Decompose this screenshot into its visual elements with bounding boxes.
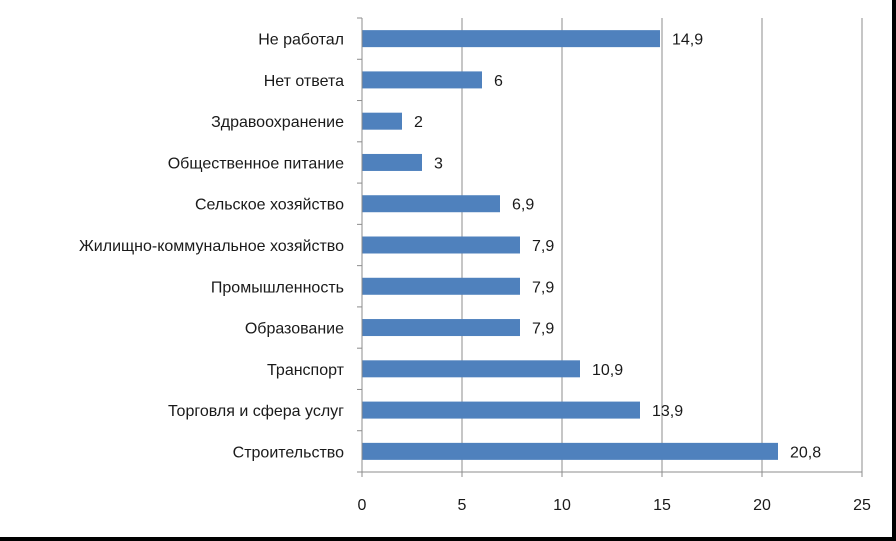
x-tick-label: 20 [753, 497, 771, 514]
value-label: 7,9 [532, 238, 554, 255]
labels: 0 5 10 15 20 25 Не работал 14,9 Нет ответа 6 Здрав… [79, 32, 871, 514]
value-label: 13,9 [652, 403, 683, 420]
x-tick-label: 10 [553, 497, 571, 514]
gridlines [461, 18, 863, 472]
category-label: Строительство [233, 444, 344, 461]
bar-5 [362, 236, 520, 254]
category-label: Сельское хозяйство [195, 197, 344, 214]
category-label: Нет ответа [264, 73, 344, 90]
category-label: Транспорт [267, 362, 345, 379]
bar-10 [362, 442, 778, 460]
x-tick-label: 15 [653, 497, 671, 514]
category-label: Торговля и сфера услуг [168, 403, 344, 420]
category-label: Не работал [258, 32, 344, 49]
value-label: 7,9 [532, 321, 554, 338]
category-label: Жилищно-коммунальное хозяйство [79, 238, 344, 255]
value-label: 10,9 [592, 362, 623, 379]
bar-7 [362, 319, 520, 337]
value-label: 7,9 [532, 279, 554, 296]
bars [362, 30, 778, 460]
axes [357, 17, 863, 477]
bar-8 [362, 360, 580, 378]
category-label: Промышленность [211, 279, 344, 296]
value-label: 20,8 [790, 444, 821, 461]
value-label: 6,9 [512, 197, 534, 214]
bar-9 [362, 401, 640, 419]
category-label: Общественное питание [168, 155, 344, 172]
category-label: Образование [245, 321, 344, 338]
bar-4 [362, 195, 500, 213]
bar-1 [362, 71, 482, 89]
value-label: 14,9 [672, 32, 703, 49]
bar-6 [362, 277, 520, 295]
x-tick-label: 0 [358, 497, 367, 514]
bar-0 [362, 30, 660, 48]
x-tick-label: 5 [458, 497, 467, 514]
x-tick-label: 25 [853, 497, 871, 514]
bar-3 [362, 153, 422, 171]
value-label: 6 [494, 73, 503, 90]
value-label: 2 [414, 114, 423, 131]
category-label: Здравоохранение [211, 114, 344, 131]
bar-2 [362, 112, 402, 130]
value-label: 3 [434, 155, 443, 172]
